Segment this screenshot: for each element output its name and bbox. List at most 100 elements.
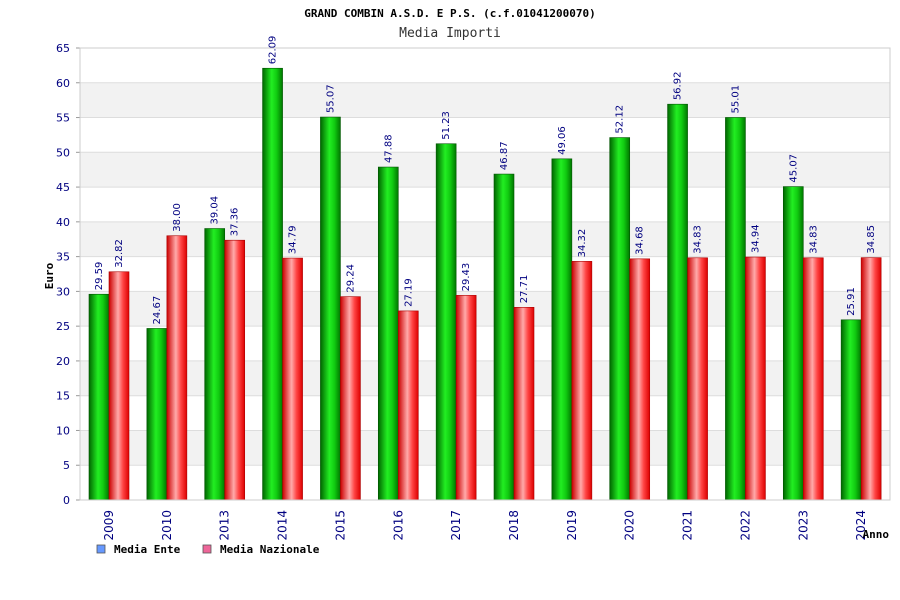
x-tick-label: 2010 [160, 510, 174, 541]
data-label-media-ente-2021: 56.92 [673, 72, 684, 101]
legend: Media Ente Media Nazionale [96, 543, 320, 556]
data-label-media-ente-2024: 25.91 [846, 287, 857, 316]
bar-media-nazionale-2017 [455, 295, 477, 501]
x-tick-label: 2015 [333, 510, 347, 541]
data-label-media-nazionale-2018: 27.71 [519, 275, 530, 304]
data-label-media-ente-2014: 62.09 [268, 36, 279, 65]
y-tick-label: 65 [56, 42, 70, 55]
chart-title: GRAND COMBIN A.S.D. E P.S. (c.f.01041200… [304, 7, 595, 20]
y-tick-label: 30 [56, 285, 70, 298]
data-label-media-ente-2013: 39.04 [210, 196, 221, 225]
plot-background [80, 48, 890, 500]
grid-band [80, 117, 890, 153]
data-label-media-ente-2023: 45.07 [788, 154, 799, 183]
y-tick-label: 60 [56, 77, 70, 90]
bar-media-nazionale-2009 [108, 271, 130, 501]
legend-swatch-media-nazionale [202, 544, 212, 554]
x-tick-label: 2017 [449, 510, 463, 541]
bar-media-nazionale-2019 [571, 261, 593, 501]
grid-band [80, 187, 890, 222]
legend-label-media-ente: Media Ente [114, 543, 181, 556]
legend-label-media-nazionale: Media Nazionale [220, 543, 320, 556]
bar-media-ente-2019 [551, 158, 573, 501]
y-axis-label: Euro [43, 262, 56, 289]
data-label-media-nazionale-2016: 27.19 [403, 278, 414, 307]
grid-band [80, 221, 890, 257]
data-label-media-nazionale-2019: 34.32 [577, 229, 588, 258]
grid-band [80, 360, 890, 396]
data-label-media-nazionale-2023: 34.83 [808, 225, 819, 254]
y-tick-label: 5 [63, 459, 70, 472]
data-label-media-ente-2018: 46.87 [499, 141, 510, 170]
grid-band [80, 82, 890, 118]
y-tick-label: 20 [56, 355, 70, 368]
bar-media-ente-2020 [609, 137, 631, 501]
data-label-media-ente-2020: 52.12 [615, 105, 626, 134]
y-tick-label: 0 [63, 494, 70, 507]
y-axis-ticks: 0 5 10 15 20 25 30 35 40 45 50 55 60 65 [56, 42, 80, 507]
data-label-media-nazionale-2017: 29.43 [461, 263, 472, 292]
plot-frame [79, 47, 891, 501]
bar-media-ente-2024 [840, 319, 862, 501]
bar-media-nazionale-2020 [629, 258, 651, 501]
bar-media-nazionale-2024 [860, 257, 882, 501]
data-label-media-nazionale-2009: 32.82 [114, 239, 125, 268]
chart-subtitle: Media Importi [399, 26, 501, 41]
grid-band [80, 291, 890, 327]
bar-media-nazionale-2018 [513, 307, 535, 501]
data-label-media-nazionale-2013: 37.36 [230, 208, 241, 237]
x-tick-label: 2022 [738, 510, 752, 541]
grid-band [80, 430, 890, 466]
y-tick-label: 40 [56, 216, 70, 229]
grid-band [80, 326, 890, 361]
bar-media-ente-2016 [377, 166, 399, 501]
bar-media-nazionale-2013 [224, 239, 246, 501]
x-tick-label: 2009 [102, 510, 116, 541]
grid-band [80, 256, 890, 292]
data-label-media-ente-2009: 29.59 [94, 262, 105, 291]
axes [79, 47, 891, 501]
data-label-media-nazionale-2020: 34.68 [635, 226, 646, 255]
data-label-media-ente-2017: 51.23 [441, 111, 452, 140]
data-label-media-ente-2015: 55.07 [325, 84, 336, 113]
x-tick-label: 2018 [507, 510, 521, 541]
bar-media-ente-2015 [320, 116, 341, 501]
bars [88, 67, 882, 501]
y-tick-label: 55 [56, 112, 70, 125]
bar-media-nazionale-2014 [282, 257, 303, 501]
data-label-media-nazionale-2014: 34.79 [288, 225, 299, 254]
data-label-media-nazionale-2015: 29.24 [345, 264, 356, 293]
bar-media-nazionale-2016 [397, 310, 419, 501]
bar-media-nazionale-2010 [166, 235, 188, 501]
y-tick-label: 25 [56, 320, 70, 333]
grid-band [80, 465, 890, 500]
y-tick-label: 15 [56, 390, 70, 403]
grid-band [80, 48, 890, 83]
bar-media-nazionale-2015 [340, 296, 361, 501]
data-label-media-nazionale-2022: 34.94 [750, 224, 761, 253]
y-tick-label: 35 [56, 251, 70, 264]
x-tick-label: 2020 [623, 510, 637, 541]
x-tick-label: 2021 [681, 510, 695, 541]
data-label-media-ente-2022: 55.01 [730, 85, 741, 114]
legend-swatch-media-ente [96, 544, 106, 554]
bar-media-ente-2009 [88, 293, 110, 501]
bar-media-ente-2018 [493, 173, 515, 501]
data-label-media-nazionale-2010: 38.00 [172, 203, 183, 232]
y-tick-label: 10 [56, 424, 70, 437]
x-tick-label: 2014 [276, 510, 290, 541]
bar-media-nazionale-2021 [687, 257, 708, 501]
bar-media-ente-2013 [204, 228, 226, 501]
x-tick-label: 2023 [796, 510, 810, 541]
x-tick-label: 2013 [218, 510, 232, 541]
data-label-media-ente-2010: 24.67 [152, 296, 163, 325]
y-tick-label: 50 [56, 146, 70, 159]
x-tick-label: 2019 [565, 510, 579, 541]
bar-media-ente-2021 [667, 103, 688, 501]
data-label-media-nazionale-2024: 34.85 [866, 225, 877, 254]
data-labels: 29.59 32.82 24.67 38.00 39.04 37.36 62.09 34.79… [94, 36, 877, 325]
y-tick-label: 45 [56, 181, 70, 194]
bar-media-ente-2017 [435, 143, 457, 501]
x-axis-label: Anno [863, 528, 890, 541]
data-label-media-nazionale-2021: 34.83 [693, 225, 704, 254]
